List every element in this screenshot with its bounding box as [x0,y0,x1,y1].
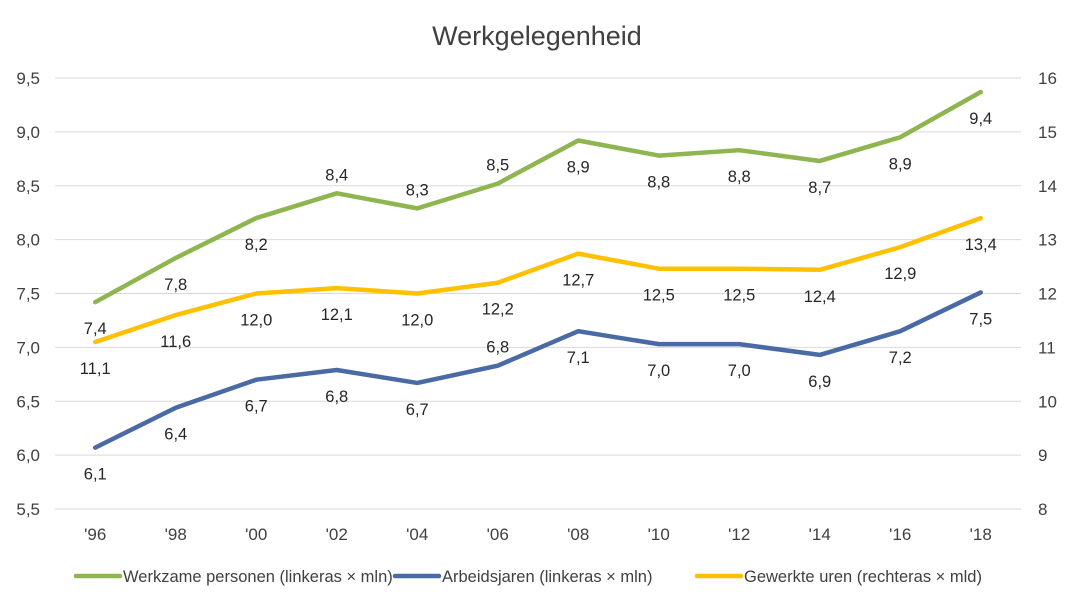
data-label: 6,1 [84,466,107,484]
right-tick-label: 16 [1038,69,1057,88]
x-tick-label: '06 [487,525,509,544]
data-label: 7,5 [969,310,992,328]
right-tick-label: 11 [1038,338,1056,357]
left-tick-label: 8,5 [16,177,40,196]
right-tick-label: 12 [1038,285,1057,304]
data-label: 8,3 [406,181,429,199]
x-tick-label: '00 [245,525,267,544]
data-label: 7,0 [728,362,751,380]
x-axis-ticks: '96 '98 '00 '02 '04 '06 '08 '10 '12 '14 '16 '18 [84,525,992,544]
left-tick-label: 6,0 [16,446,40,465]
x-tick-label: '10 [648,525,670,544]
series-line-1 [93,89,983,305]
legend-label: Werkzame personen (linkeras × mln) [123,568,393,586]
right-tick-label: 13 [1038,231,1057,250]
data-label: 6,4 [164,426,187,444]
x-tick-label: '98 [165,525,187,544]
x-tick-label: '18 [970,525,992,544]
x-tick-label: '96 [84,525,106,544]
data-label: 12,5 [723,287,755,305]
data-labels: 7,4 7,8 8,2 8,4 8,3 8,5 8,9 8,8 8,8 8,7 8,9 9,4 6,1 6… [80,110,997,484]
x-tick-label: '16 [889,525,911,544]
data-label: 6,8 [486,339,509,357]
right-tick-label: 15 [1038,123,1057,142]
data-label: 8,8 [647,174,670,192]
right-axis-ticks: 8 9 10 11 12 13 14 15 16 [1038,69,1057,519]
series-lines [93,89,983,450]
data-label: 13,4 [965,236,997,254]
left-tick-label: 7,5 [16,285,40,304]
right-tick-label: 10 [1038,392,1057,411]
data-label: 6,7 [406,401,429,419]
series-line-2 [93,290,983,450]
data-label: 6,9 [808,373,831,391]
data-label: 12,0 [240,312,272,330]
right-tick-label: 8 [1038,500,1047,519]
x-tick-label: '02 [326,525,348,544]
data-label: 7,4 [84,320,107,338]
data-label: 8,4 [325,166,348,184]
x-tick-label: '12 [728,525,750,544]
data-label: 8,2 [245,236,268,254]
data-label: 7,8 [164,276,187,294]
right-tick-label: 9 [1038,446,1047,465]
data-label: 6,7 [245,398,268,416]
data-label: 8,8 [728,168,751,186]
left-tick-label: 7,0 [16,338,40,357]
data-label: 11,6 [160,333,191,351]
data-label: 7,2 [889,349,912,367]
data-label: 8,5 [486,157,509,175]
x-tick-label: '04 [406,525,428,544]
data-label: 8,7 [808,179,831,197]
legend-item-3: Gewerkte uren (rechteras × mld) [694,568,982,586]
left-axis-ticks: 5,5 6,0 6,5 7,0 7,5 8,0 8,5 9,0 9,5 [16,69,40,519]
data-label: 8,9 [889,155,912,173]
x-tick-label: '08 [567,525,589,544]
data-label: 12,5 [643,287,675,305]
chart-title: Werkgelegenheid [432,21,642,51]
data-label: 9,4 [969,110,992,128]
data-label: 12,4 [804,288,836,306]
legend: Werkzame personen (linkeras × mln) Arbeid… [73,568,982,586]
legend-item-2: Arbeidsjaren (linkeras × mln) [392,568,652,586]
data-label: 12,0 [401,312,433,330]
data-label: 7,0 [647,362,670,380]
left-tick-label: 8,0 [16,231,40,250]
data-label: 11,1 [80,360,111,378]
legend-label: Gewerkte uren (rechteras × mld) [744,568,982,586]
left-tick-label: 5,5 [16,500,40,519]
data-label: 7,1 [567,349,590,367]
right-tick-label: 14 [1038,177,1057,196]
data-label: 12,7 [562,272,594,290]
legend-item-1: Werkzame personen (linkeras × mln) [73,568,393,586]
legend-label: Arbeidsjaren (linkeras × mln) [442,568,652,586]
left-tick-label: 6,5 [16,392,40,411]
left-tick-label: 9,0 [16,123,40,142]
data-label: 12,2 [482,301,514,319]
data-label: 12,1 [321,306,353,324]
data-label: 12,9 [884,265,916,283]
data-label: 6,8 [325,388,348,406]
left-tick-label: 9,5 [16,69,40,88]
x-tick-label: '14 [809,525,831,544]
data-label: 8,9 [567,158,590,176]
series-line-3 [93,215,983,345]
